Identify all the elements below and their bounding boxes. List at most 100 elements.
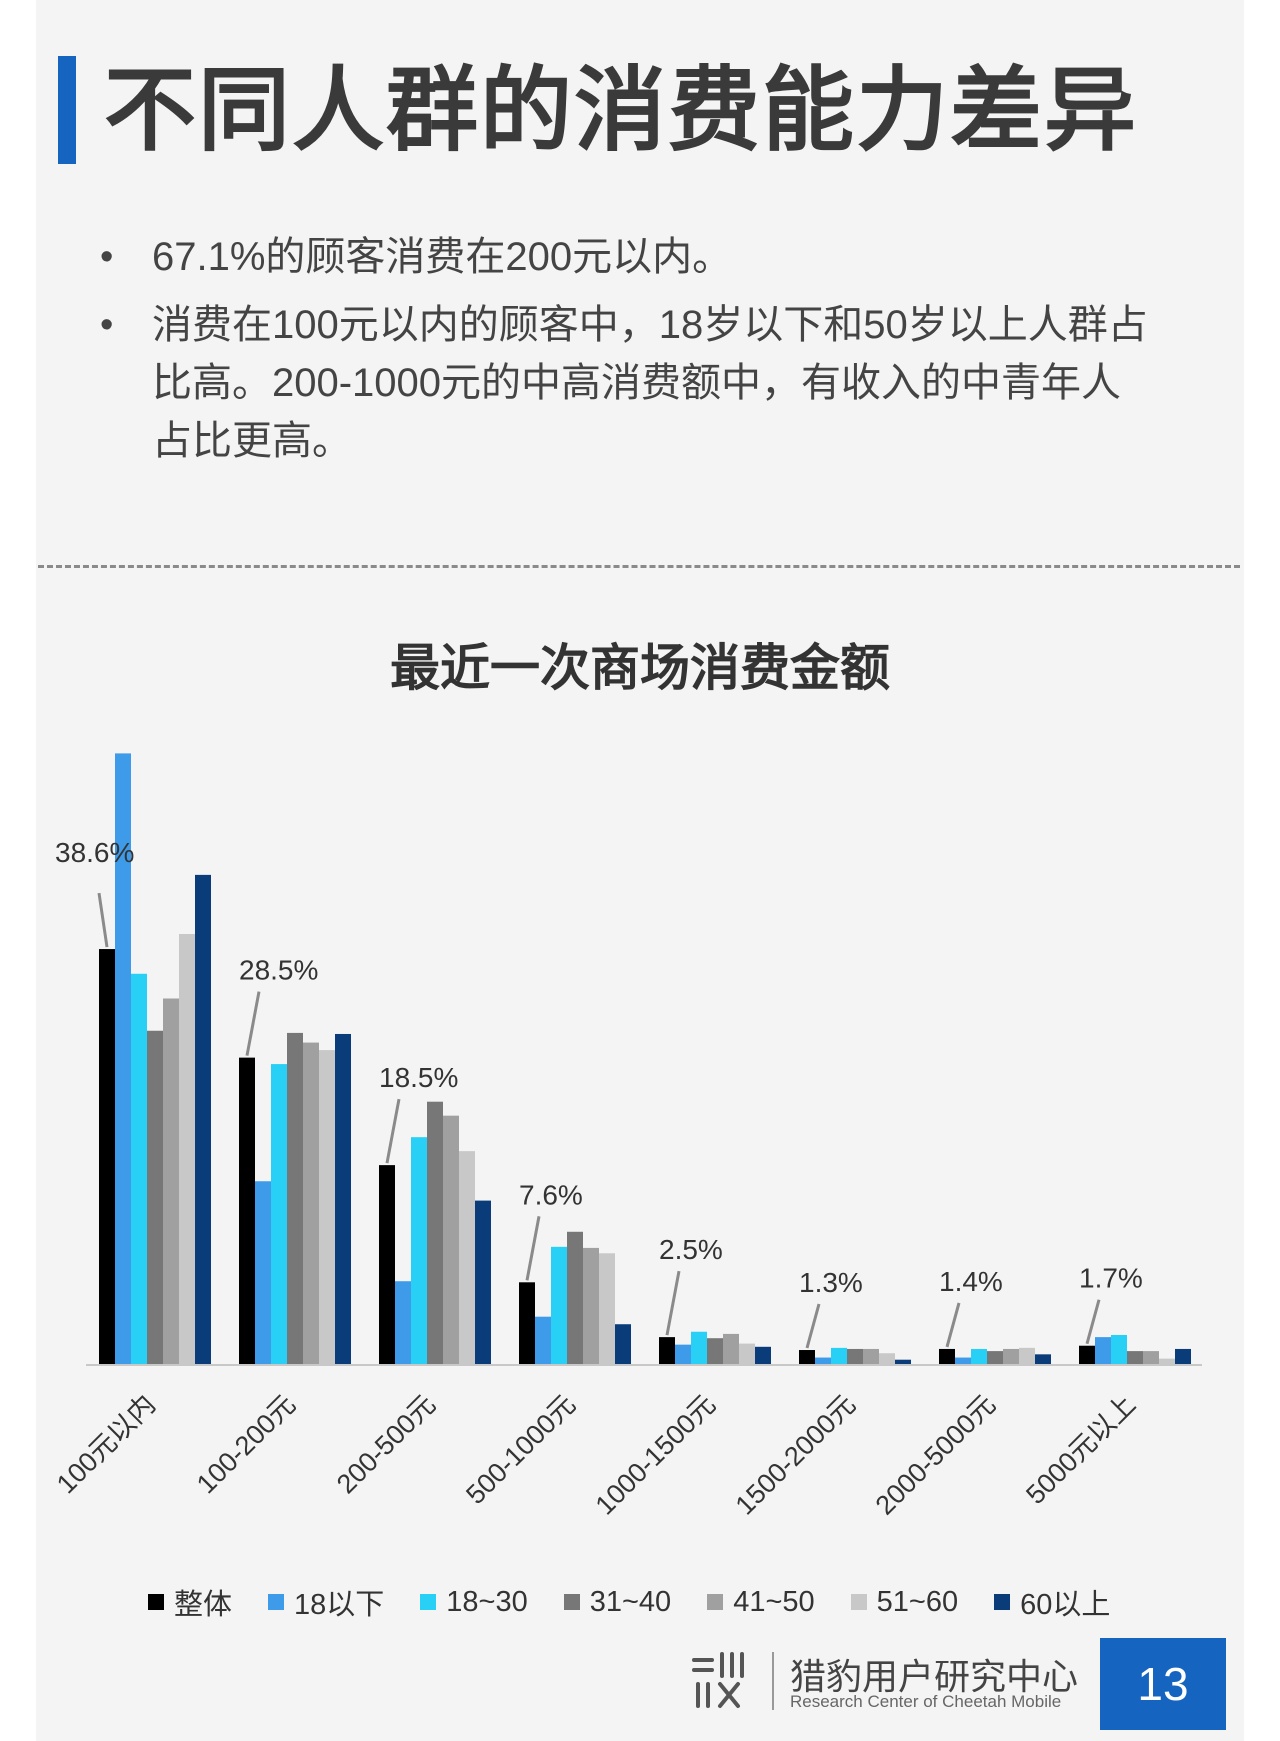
data-label: 38.6% [55, 837, 134, 868]
leader-line [665, 1270, 681, 1336]
legend-swatch [563, 1594, 580, 1610]
category-tick-label: 100-200元 [191, 1389, 301, 1499]
category-tick-label: 1500-2000元 [730, 1389, 862, 1521]
legend-label: 41~50 [733, 1585, 815, 1618]
legend-label: 51~60 [876, 1585, 959, 1618]
leader-line [1085, 1299, 1101, 1345]
bar [99, 949, 115, 1364]
bar [955, 1357, 971, 1364]
bar [847, 1348, 863, 1364]
bar [1127, 1351, 1143, 1364]
leader-line [525, 1216, 541, 1281]
bar [319, 1050, 335, 1364]
bar [535, 1316, 551, 1364]
bar [395, 1281, 411, 1364]
bullet-item: • 67.1%的顾客消费在200元以内。 [100, 228, 1160, 286]
legend-swatch [148, 1594, 164, 1610]
bar [239, 1057, 255, 1364]
legend-label: 60以上 [1020, 1589, 1111, 1621]
bar [271, 1064, 287, 1364]
bar [739, 1343, 755, 1364]
page-title: 不同人群的消费能力差异 [104, 60, 1139, 162]
bar [707, 1338, 723, 1364]
bar [831, 1347, 847, 1364]
leader-line [805, 1303, 821, 1349]
category-tick-label: 2000-5000元 [870, 1389, 1002, 1521]
bar [723, 1333, 739, 1364]
bar [583, 1247, 599, 1364]
legend-swatch [850, 1594, 867, 1610]
data-label: 2.5% [659, 1234, 723, 1265]
category-tick-label: 5000元以上 [1020, 1389, 1141, 1510]
bar [147, 1030, 163, 1364]
legend-item: 31~40 [563, 1586, 671, 1619]
bar [1143, 1351, 1159, 1364]
bar [895, 1359, 911, 1364]
legend-swatch [420, 1594, 437, 1610]
legend-swatch [268, 1594, 285, 1610]
bar [1111, 1334, 1127, 1364]
bar [303, 1042, 319, 1364]
bar [615, 1324, 631, 1364]
bar [599, 1253, 615, 1364]
category-tick-label: 1000-1500元 [590, 1389, 722, 1521]
bar [567, 1231, 583, 1364]
bar [475, 1200, 491, 1364]
bar [195, 874, 211, 1364]
bar [675, 1344, 691, 1364]
bar [1175, 1348, 1191, 1364]
category-tick-label: 500-1000元 [460, 1389, 581, 1510]
data-label: 18.5% [379, 1062, 458, 1093]
legend-label: 18以下 [294, 1589, 385, 1621]
bar [255, 1181, 271, 1364]
bar [519, 1282, 535, 1364]
bar [163, 998, 179, 1364]
bar [427, 1101, 443, 1364]
bar [443, 1115, 459, 1364]
bar [287, 1032, 303, 1364]
slide-background [36, 0, 1244, 1741]
chart-title: 最近一次商场消费金额 [390, 640, 890, 696]
bar [411, 1137, 427, 1364]
leader-line [97, 892, 109, 948]
bar [863, 1348, 879, 1364]
bar [459, 1151, 475, 1364]
bar [131, 973, 147, 1364]
data-label: 1.7% [1079, 1263, 1143, 1294]
data-label: 1.3% [799, 1267, 863, 1298]
bar [1003, 1348, 1019, 1364]
legend-swatch [994, 1594, 1011, 1610]
bar [799, 1350, 815, 1364]
bar [755, 1346, 771, 1364]
data-label: 7.6% [519, 1179, 583, 1210]
data-label: 1.4% [939, 1266, 1003, 1297]
legend-item: 18以下 [268, 1581, 384, 1623]
legend-item: 18~30 [420, 1586, 528, 1619]
section-divider [38, 565, 1240, 568]
leader-line [945, 1302, 961, 1348]
bar [551, 1246, 567, 1364]
bar [879, 1353, 895, 1364]
bar [971, 1348, 987, 1364]
data-label: 28.5% [239, 955, 318, 986]
legend-item: 51~60 [850, 1585, 959, 1619]
bar [335, 1033, 351, 1364]
category-tick-label: 200-500元 [331, 1389, 441, 1499]
bullet-text: 消费在100元以内的顾客中，18岁以下和50岁以上人群占比高。200-1000元… [152, 303, 1148, 463]
bar-chart: 38.6% 100元以内 28.5% 100-200元 18.5% 200-500元 7.6… [51, 753, 1202, 1521]
bar [1035, 1354, 1051, 1364]
bar [987, 1351, 1003, 1364]
footer-org-name: 猎豹用户研究中心 [790, 1656, 1079, 1697]
legend-item: 41~50 [707, 1585, 815, 1619]
bullet-list: • 67.1%的顾客消费在200元以内。 • 消费在100元以内的顾客中，18岁… [100, 228, 1160, 480]
bar [179, 934, 195, 1364]
chart-legend: 整体 18以下 18~30 31~40 41~50 51~60 60以上 [148, 1582, 1146, 1622]
legend-label: 整体 [174, 1589, 233, 1621]
category-tick-label: 100元以内 [51, 1389, 161, 1499]
leader-line [245, 991, 261, 1056]
bar [691, 1331, 707, 1364]
legend-item: 60以上 [994, 1581, 1110, 1623]
legend-swatch [707, 1594, 724, 1610]
bar [1019, 1347, 1035, 1364]
bullet-item: • 消费在100元以内的顾客中，18岁以下和50岁以上人群占比高。200-100… [100, 296, 1160, 470]
